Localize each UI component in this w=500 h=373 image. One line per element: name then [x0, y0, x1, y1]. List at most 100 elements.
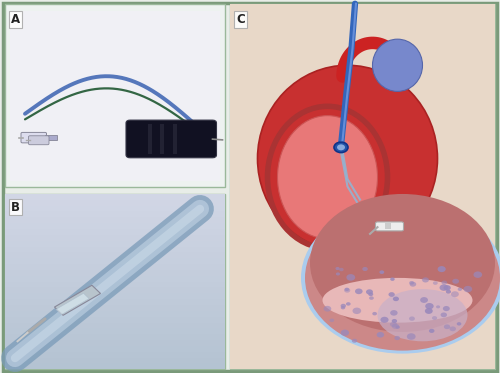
FancyBboxPatch shape	[5, 282, 225, 288]
FancyBboxPatch shape	[5, 206, 225, 211]
Ellipse shape	[278, 116, 378, 239]
Circle shape	[444, 325, 450, 329]
Ellipse shape	[322, 278, 472, 323]
FancyBboxPatch shape	[5, 334, 225, 340]
Circle shape	[436, 305, 440, 308]
Circle shape	[409, 316, 415, 321]
FancyBboxPatch shape	[5, 363, 225, 369]
Circle shape	[305, 205, 500, 351]
Circle shape	[336, 267, 340, 270]
FancyBboxPatch shape	[126, 120, 216, 158]
Circle shape	[422, 278, 429, 282]
Circle shape	[390, 278, 394, 281]
Circle shape	[451, 291, 459, 297]
Circle shape	[340, 306, 345, 309]
Circle shape	[368, 292, 373, 296]
Circle shape	[438, 266, 446, 272]
Polygon shape	[56, 293, 89, 315]
FancyBboxPatch shape	[2, 3, 496, 371]
FancyBboxPatch shape	[5, 352, 225, 358]
Circle shape	[324, 306, 332, 311]
FancyBboxPatch shape	[44, 135, 57, 140]
Circle shape	[352, 308, 361, 314]
FancyBboxPatch shape	[5, 288, 225, 293]
Circle shape	[407, 333, 416, 340]
Circle shape	[409, 281, 414, 285]
FancyBboxPatch shape	[5, 276, 225, 282]
FancyBboxPatch shape	[5, 194, 225, 200]
FancyBboxPatch shape	[28, 136, 49, 145]
FancyBboxPatch shape	[5, 241, 225, 247]
Ellipse shape	[378, 289, 468, 341]
Circle shape	[310, 194, 495, 332]
Circle shape	[366, 289, 373, 295]
Circle shape	[388, 292, 395, 297]
Text: B: B	[11, 201, 20, 214]
Circle shape	[432, 316, 437, 320]
FancyBboxPatch shape	[160, 124, 164, 154]
Circle shape	[394, 336, 400, 340]
Circle shape	[396, 326, 400, 329]
Circle shape	[392, 319, 397, 323]
FancyBboxPatch shape	[5, 346, 225, 352]
FancyBboxPatch shape	[5, 305, 225, 311]
Circle shape	[340, 330, 349, 336]
Circle shape	[346, 274, 355, 281]
FancyBboxPatch shape	[5, 211, 225, 217]
FancyBboxPatch shape	[230, 4, 495, 369]
Circle shape	[450, 326, 456, 331]
Circle shape	[442, 280, 447, 285]
Circle shape	[433, 281, 438, 285]
Circle shape	[337, 144, 345, 150]
Circle shape	[352, 339, 357, 343]
FancyBboxPatch shape	[5, 317, 225, 323]
FancyBboxPatch shape	[148, 124, 152, 154]
Circle shape	[380, 270, 384, 274]
FancyBboxPatch shape	[5, 358, 225, 363]
Ellipse shape	[258, 65, 438, 252]
FancyBboxPatch shape	[5, 229, 225, 235]
FancyBboxPatch shape	[5, 258, 225, 264]
Circle shape	[301, 202, 500, 354]
Circle shape	[346, 302, 350, 305]
FancyBboxPatch shape	[5, 4, 225, 186]
FancyBboxPatch shape	[5, 200, 225, 206]
Circle shape	[336, 272, 340, 276]
Circle shape	[340, 304, 346, 308]
FancyBboxPatch shape	[5, 223, 225, 229]
Circle shape	[429, 329, 434, 333]
Circle shape	[425, 303, 434, 309]
Circle shape	[474, 272, 482, 278]
FancyBboxPatch shape	[5, 235, 225, 241]
Circle shape	[393, 297, 399, 301]
Circle shape	[425, 308, 432, 314]
Circle shape	[440, 284, 448, 291]
FancyBboxPatch shape	[385, 223, 391, 229]
Circle shape	[372, 312, 377, 316]
Circle shape	[456, 322, 462, 326]
Circle shape	[443, 306, 450, 311]
FancyBboxPatch shape	[5, 293, 225, 299]
FancyBboxPatch shape	[10, 11, 220, 181]
Circle shape	[362, 267, 368, 271]
Circle shape	[420, 297, 428, 303]
Polygon shape	[54, 285, 100, 315]
FancyBboxPatch shape	[5, 299, 225, 305]
FancyBboxPatch shape	[172, 124, 176, 154]
Text: C: C	[236, 13, 245, 26]
FancyBboxPatch shape	[21, 132, 46, 143]
Circle shape	[344, 288, 349, 291]
Circle shape	[444, 285, 451, 291]
FancyBboxPatch shape	[5, 311, 225, 317]
Ellipse shape	[372, 39, 422, 91]
FancyBboxPatch shape	[5, 264, 225, 270]
Circle shape	[458, 288, 462, 291]
FancyBboxPatch shape	[5, 217, 225, 223]
Circle shape	[410, 282, 416, 287]
Circle shape	[369, 296, 374, 300]
Circle shape	[452, 279, 459, 284]
FancyBboxPatch shape	[5, 270, 225, 276]
Circle shape	[380, 317, 388, 323]
FancyBboxPatch shape	[5, 247, 225, 253]
Circle shape	[464, 286, 472, 292]
